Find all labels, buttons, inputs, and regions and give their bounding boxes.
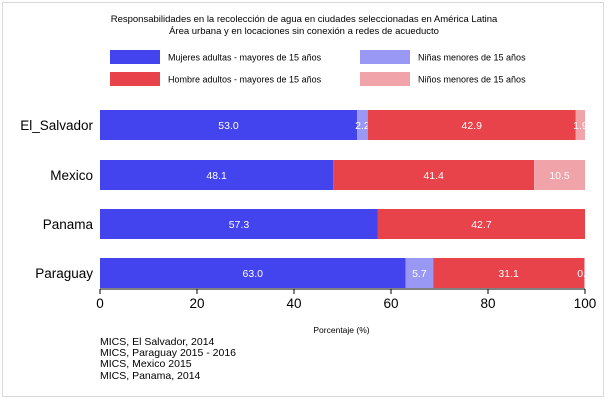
bar-segment (100, 110, 358, 140)
bar-value-label: 63.0 (243, 268, 264, 280)
bar-value-label: 1.9 (573, 120, 588, 132)
legend-swatch (360, 72, 410, 86)
bar-value-label: 53.0 (218, 120, 239, 132)
category-label: Paraguay (35, 266, 93, 281)
bar-value-label: 48.1 (206, 170, 227, 182)
bar-segment (377, 209, 585, 239)
legend-swatch (360, 50, 410, 64)
chart-title: Responsabilidades en la recolección de a… (110, 14, 498, 25)
legend-label: Mujeres adultas - mayores de 15 años (168, 53, 322, 63)
chart-subtitle: Área urbana y en locaciones sin conexión… (169, 26, 439, 37)
category-label: Panama (43, 217, 94, 232)
bar-segment (100, 258, 406, 288)
bar-value-label: 57.3 (229, 219, 250, 231)
bar-value-label: 42.7 (471, 219, 492, 231)
x-tick-label: 80 (480, 296, 495, 311)
legend-swatch (110, 50, 160, 64)
bar-segment (405, 258, 434, 288)
source-note: MICS, Panama, 2014 (100, 369, 201, 382)
legend-swatch (110, 72, 160, 86)
x-tick-label: 40 (286, 296, 301, 311)
category-label: El_Salvador (20, 118, 93, 133)
category-label: Mexico (50, 168, 93, 183)
legend-label: Hombre adultos - mayores de 15 años (168, 75, 322, 85)
source-note: MICS, El Salvador, 2014 (100, 336, 215, 348)
bar-segment (534, 160, 585, 190)
bar-segment (100, 160, 334, 190)
bar-value-label: 0.2 (577, 268, 592, 280)
legend-label: Niñas menores de 15 años (418, 53, 526, 63)
bar-value-label: 42.9 (462, 120, 483, 132)
bar-value-label: 10.5 (549, 170, 570, 182)
legend-label: Niños menores de 15 años (418, 75, 526, 85)
bar-segment (100, 209, 378, 239)
source-notes: MICS, El Salvador, 2014 MICS, Paraguay 2… (100, 336, 236, 382)
bar-segment (575, 110, 585, 140)
x-tick-label: 60 (383, 296, 398, 311)
source-note: MICS, Paraguay 2015 - 2016 (100, 347, 236, 360)
bar-value-label: 41.4 (423, 170, 444, 182)
bar-segment (584, 258, 585, 288)
x-axis-title: Porcentaje (%) (313, 325, 369, 335)
bar-value-label: 31.1 (498, 268, 519, 280)
bar-value-label: 5.7 (412, 268, 427, 280)
bar-value-label: 2.2 (355, 120, 370, 132)
bar-segment (367, 110, 576, 140)
bar-segment (433, 258, 585, 288)
x-tick-label: 0 (96, 296, 104, 311)
bar-segment (333, 160, 535, 190)
source-note: MICS, Mexico 2015 (100, 358, 192, 371)
bar-segment (357, 110, 368, 140)
x-tick-label: 20 (189, 296, 204, 311)
x-tick-label: 100 (574, 296, 597, 311)
